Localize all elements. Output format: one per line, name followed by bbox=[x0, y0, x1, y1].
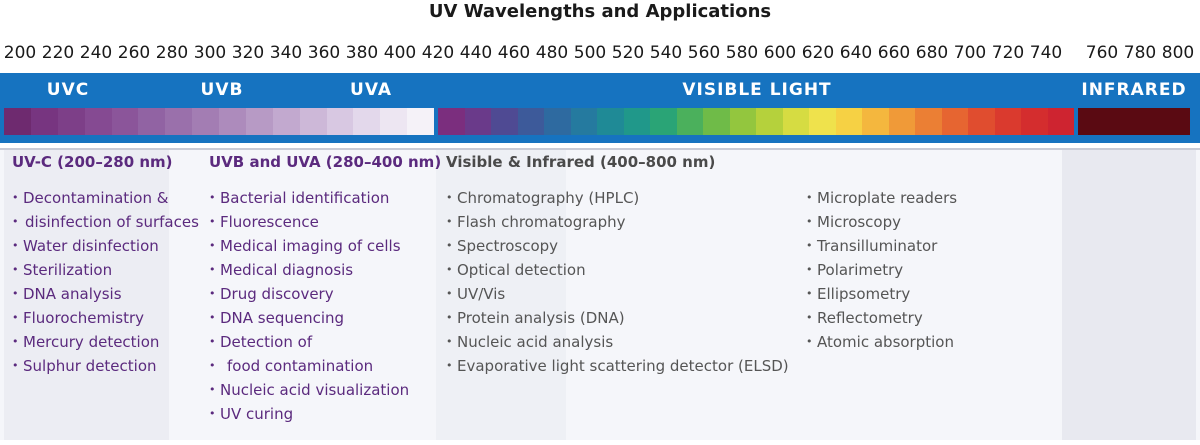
scale-tick: 440 bbox=[459, 43, 493, 63]
list-item: Decontamination & bbox=[12, 186, 199, 210]
band-label-uva: UVA bbox=[350, 80, 392, 100]
column-background-infrared bbox=[1062, 150, 1196, 440]
visible-infrared-heading: Visible & Infrared (400–800 nm) bbox=[446, 153, 716, 171]
uv-spectrum-strip bbox=[4, 108, 434, 135]
visible-infrared-applications-column-2: Microplate readers Microscopy Transillum… bbox=[806, 186, 957, 354]
scale-tick: 500 bbox=[573, 43, 607, 63]
list-item: Water disinfection bbox=[12, 234, 199, 258]
wavelength-scale: 200 220 240 260 280 300 320 340 360 380 … bbox=[0, 40, 1200, 66]
list-item: Polarimetry bbox=[806, 258, 957, 282]
scale-tick: 380 bbox=[345, 43, 379, 63]
scale-tick: 420 bbox=[421, 43, 455, 63]
list-item: Chromatography (HPLC) bbox=[446, 186, 789, 210]
list-item: Protein analysis (DNA) bbox=[446, 306, 789, 330]
list-item: Medical diagnosis bbox=[209, 258, 441, 282]
scale-tick: 540 bbox=[649, 43, 683, 63]
list-item: Optical detection bbox=[446, 258, 789, 282]
scale-tick: 480 bbox=[535, 43, 569, 63]
list-item: food contamination bbox=[209, 354, 441, 378]
list-item: Mercury detection bbox=[12, 330, 199, 354]
uvc-heading: UV-C (200–280 nm) bbox=[12, 153, 173, 171]
scale-tick: 460 bbox=[497, 43, 531, 63]
scale-tick: 400 bbox=[383, 43, 417, 63]
scale-tick: 200 bbox=[3, 43, 37, 63]
list-item: Nucleic acid analysis bbox=[446, 330, 789, 354]
list-item: Evaporative light scattering detector (E… bbox=[446, 354, 789, 378]
list-item: Ellipsometry bbox=[806, 282, 957, 306]
infrared-strip bbox=[1078, 108, 1190, 135]
visible-spectrum-strip bbox=[438, 108, 1074, 135]
scale-tick: 280 bbox=[155, 43, 189, 63]
scale-tick: 600 bbox=[763, 43, 797, 63]
list-item: Microscopy bbox=[806, 210, 957, 234]
list-item: Nucleic acid visualization bbox=[209, 378, 441, 402]
scale-tick: 660 bbox=[877, 43, 911, 63]
scale-tick: 760 bbox=[1085, 43, 1119, 63]
list-item: Microplate readers bbox=[806, 186, 957, 210]
uvc-applications-column: UV-C (200–280 nm) Decontamination & disi… bbox=[12, 152, 199, 378]
list-item: DNA sequencing bbox=[209, 306, 441, 330]
scale-tick: 580 bbox=[725, 43, 759, 63]
scale-tick: 720 bbox=[991, 43, 1025, 63]
band-label-visible: VISIBLE LIGHT bbox=[682, 80, 832, 100]
band-label-uvb: UVB bbox=[200, 80, 244, 100]
list-item: UV/Vis bbox=[446, 282, 789, 306]
list-item: Fluorescence bbox=[209, 210, 441, 234]
list-item: Medical imaging of cells bbox=[209, 234, 441, 258]
scale-tick: 220 bbox=[41, 43, 75, 63]
list-item: Drug discovery bbox=[209, 282, 441, 306]
scale-tick: 800 bbox=[1161, 43, 1195, 63]
visible-infrared-applications-column: Visible & Infrared (400–800 nm) Chromato… bbox=[446, 152, 789, 378]
list-item: Transilluminator bbox=[806, 234, 957, 258]
scale-tick: 620 bbox=[801, 43, 835, 63]
scale-tick: 740 bbox=[1029, 43, 1063, 63]
list-item: Flash chromatography bbox=[446, 210, 789, 234]
scale-tick: 780 bbox=[1123, 43, 1157, 63]
scale-tick: 360 bbox=[307, 43, 341, 63]
diagram-title: UV Wavelengths and Applications bbox=[428, 1, 772, 22]
list-item: Spectroscopy bbox=[446, 234, 789, 258]
list-item: Sulphur detection bbox=[12, 354, 199, 378]
list-item: disinfection of surfaces bbox=[12, 210, 199, 234]
list-item: Reflectometry bbox=[806, 306, 957, 330]
scale-tick: 260 bbox=[117, 43, 151, 63]
list-item: Detection of bbox=[209, 330, 441, 354]
scale-tick: 680 bbox=[915, 43, 949, 63]
scale-tick: 700 bbox=[953, 43, 987, 63]
band-label-uvc: UVC bbox=[46, 80, 90, 100]
scale-tick: 300 bbox=[193, 43, 227, 63]
scale-tick: 240 bbox=[79, 43, 113, 63]
list-item: Fluorochemistry bbox=[12, 306, 199, 330]
uvb-uva-heading: UVB and UVA (280–400 nm) bbox=[209, 153, 442, 171]
scale-tick: 340 bbox=[269, 43, 303, 63]
scale-tick: 320 bbox=[231, 43, 265, 63]
scale-tick: 560 bbox=[687, 43, 721, 63]
scale-tick: 520 bbox=[611, 43, 645, 63]
list-item: Sterilization bbox=[12, 258, 199, 282]
uvb-uva-applications-column: UVB and UVA (280–400 nm) Bacterial ident… bbox=[209, 152, 441, 426]
list-item: UV curing bbox=[209, 402, 441, 426]
band-label-infrared: INFRARED bbox=[1081, 80, 1187, 100]
scale-tick: 640 bbox=[839, 43, 873, 63]
list-item: DNA analysis bbox=[12, 282, 199, 306]
list-item: Bacterial identification bbox=[209, 186, 441, 210]
list-item: Atomic absorption bbox=[806, 330, 957, 354]
